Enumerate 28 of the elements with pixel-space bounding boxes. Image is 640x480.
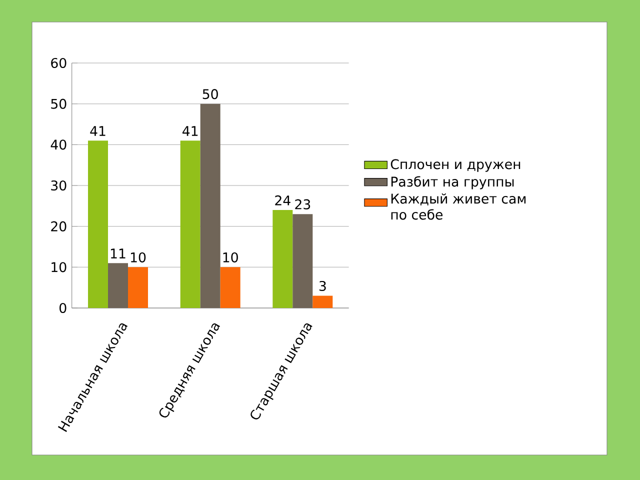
y-tick-label: 40 <box>50 140 66 150</box>
bar <box>200 104 220 308</box>
bar <box>272 210 293 308</box>
bar <box>108 263 128 308</box>
y-tick-label: 20 <box>51 221 66 232</box>
legend-label: Сплочен и дружен <box>390 159 520 172</box>
y-tick-label: 10 <box>52 262 66 272</box>
y-tick-label: 0 <box>60 302 66 314</box>
legend-label: Разбит на группы <box>391 176 514 190</box>
y-tick-label: 60 <box>51 58 66 68</box>
data-label: 10 <box>223 252 238 262</box>
bar <box>312 296 333 308</box>
data-label: 11 <box>110 248 126 258</box>
bar <box>220 267 240 308</box>
y-tick-label: 50 <box>51 98 66 109</box>
bar <box>88 140 108 308</box>
data-label: 41 <box>182 126 198 136</box>
data-label: 41 <box>90 126 106 136</box>
data-label: 50 <box>202 89 218 100</box>
data-label: 10 <box>130 252 146 262</box>
y-tick-label: 30 <box>51 180 66 191</box>
bar <box>128 267 148 308</box>
bar <box>180 140 200 308</box>
bar <box>292 214 313 308</box>
data-label: 3 <box>319 280 326 292</box>
legend-label: Каждый живет сам по себе <box>391 193 526 220</box>
data-label: 23 <box>295 199 310 210</box>
data-label: 24 <box>275 195 290 206</box>
